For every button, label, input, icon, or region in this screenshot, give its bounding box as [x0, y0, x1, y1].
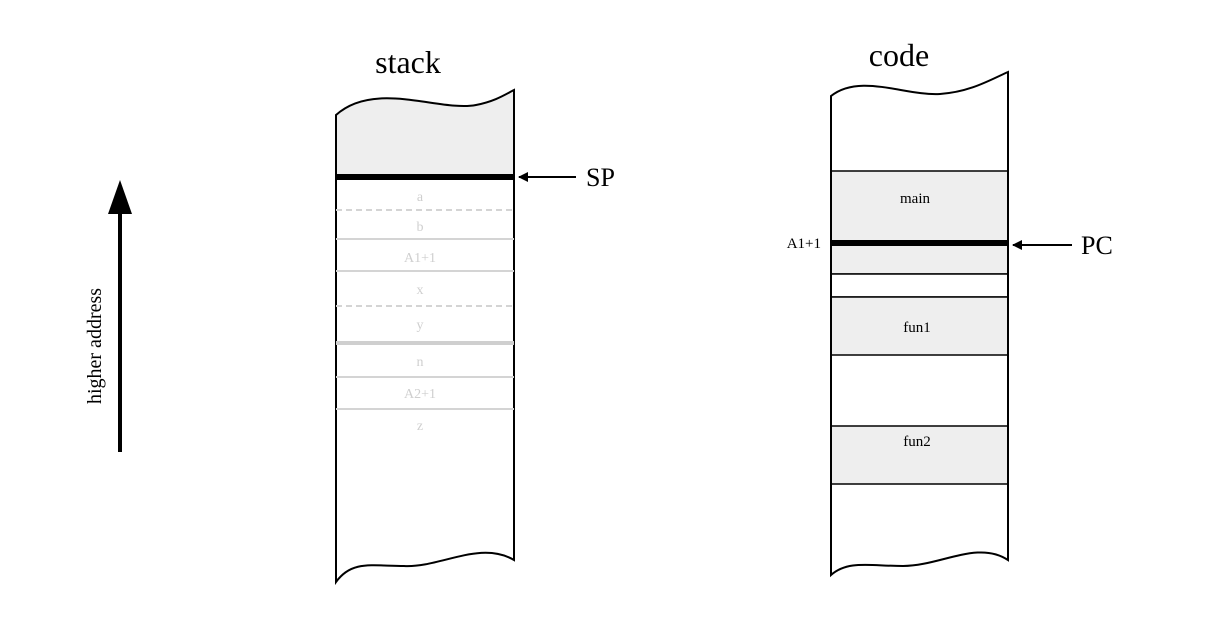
- up-arrow-icon: [108, 180, 132, 214]
- sp-label: SP: [586, 163, 615, 192]
- stack-column: stack a b A1+1 x y n A2+1 z SP: [335, 44, 615, 586]
- code-gap: [830, 273, 1009, 298]
- code-block-main: [830, 170, 1009, 275]
- stack-cell-label: z: [417, 419, 423, 434]
- stack-cell-label: A2+1: [404, 387, 436, 402]
- code-block-label: fun2: [903, 434, 931, 450]
- stack-cell-label: n: [417, 355, 424, 370]
- code-column: code main fun1 fun2 A1+1 PC: [787, 37, 1113, 578]
- stack-title: stack: [375, 44, 441, 80]
- code-block-label: main: [900, 191, 930, 207]
- code-block-label: fun1: [903, 320, 931, 336]
- stack-cell-label: y: [417, 318, 424, 333]
- stack-cell-label: A1+1: [404, 251, 436, 266]
- stack-cell-label: x: [417, 283, 424, 298]
- code-title: code: [869, 37, 929, 73]
- stack-cell-label: a: [417, 190, 424, 205]
- higher-address-axis: higher address: [84, 180, 132, 452]
- pc-label: PC: [1081, 231, 1113, 260]
- axis-label: higher address: [84, 288, 106, 404]
- stack-outline: [335, 88, 515, 586]
- pc-address-label: A1+1: [787, 236, 821, 252]
- stack-used-region: [336, 90, 514, 177]
- stack-cell-label: b: [417, 220, 424, 235]
- code-outline: [830, 70, 1009, 578]
